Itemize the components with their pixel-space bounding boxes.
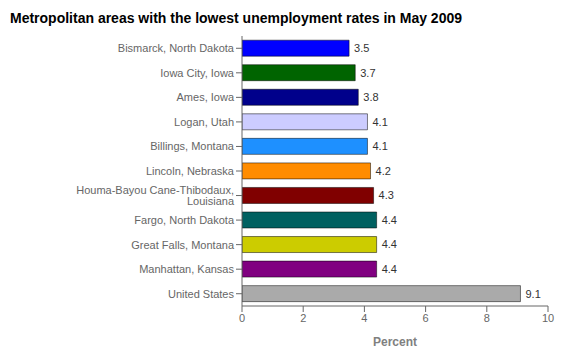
svg-text:4.4: 4.4 xyxy=(382,214,397,226)
svg-text:0: 0 xyxy=(239,312,245,324)
svg-text:2: 2 xyxy=(300,312,306,324)
svg-text:United States: United States xyxy=(168,288,235,300)
svg-text:Houma-Bayou Cane-Thibodaux,Lou: Houma-Bayou Cane-Thibodaux,Louisiana xyxy=(76,184,235,207)
svg-text:9.1: 9.1 xyxy=(525,288,540,300)
svg-text:3.8: 3.8 xyxy=(363,91,378,103)
svg-text:4.4: 4.4 xyxy=(382,263,397,275)
svg-text:Fargo, North Dakota: Fargo, North Dakota xyxy=(134,214,235,226)
svg-text:Lincoln, Nebraska: Lincoln, Nebraska xyxy=(146,165,235,177)
svg-text:4.2: 4.2 xyxy=(376,165,391,177)
svg-text:Percent: Percent xyxy=(373,335,417,349)
svg-text:4.3: 4.3 xyxy=(379,189,394,201)
svg-text:Manhattan, Kansas: Manhattan, Kansas xyxy=(139,263,234,275)
svg-text:4.4: 4.4 xyxy=(382,238,397,250)
svg-text:Logan, Utah: Logan, Utah xyxy=(174,116,234,128)
svg-text:Iowa City, Iowa: Iowa City, Iowa xyxy=(160,67,235,79)
svg-text:8: 8 xyxy=(484,312,490,324)
svg-text:Ames, Iowa: Ames, Iowa xyxy=(177,91,235,103)
svg-text:3.7: 3.7 xyxy=(360,67,375,79)
html-text:Metropolitan areas with the lo: Metropolitan areas with the lowest unemp… xyxy=(10,10,462,26)
svg-text:3.5: 3.5 xyxy=(354,42,369,54)
svg-text:Great Falls, Montana: Great Falls, Montana xyxy=(131,239,235,251)
svg-text:4.1: 4.1 xyxy=(372,116,387,128)
svg-text:Bismarck, North Dakota: Bismarck, North Dakota xyxy=(118,42,235,54)
svg-text:4.1: 4.1 xyxy=(372,140,387,152)
svg-text:4: 4 xyxy=(361,312,367,324)
svg-text:6: 6 xyxy=(423,312,429,324)
svg-text:10: 10 xyxy=(542,312,554,324)
svg-text:Billings, Montana: Billings, Montana xyxy=(150,140,235,152)
